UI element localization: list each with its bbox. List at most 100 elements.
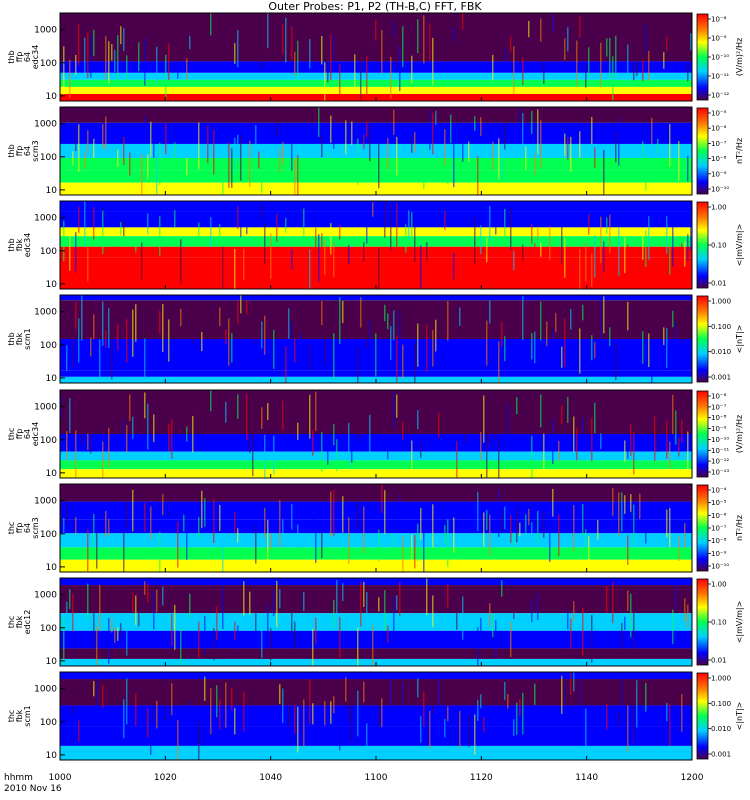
spectrogram-panel: 1000 100 10 thb ffp 64 scm3 10⁻⁵ 10⁻⁶ 10⁻⁷ 10⁻⁸ 10⁻… bbox=[7, 106, 744, 196]
spectrogram-band bbox=[60, 469, 692, 478]
x-tick-label: 1120 bbox=[470, 773, 493, 783]
streak bbox=[180, 239, 182, 284]
streak bbox=[447, 706, 449, 722]
streak bbox=[234, 621, 236, 641]
panel-label-line: 64 bbox=[23, 429, 32, 439]
streak bbox=[183, 514, 185, 532]
streak bbox=[144, 115, 146, 135]
streak bbox=[315, 530, 317, 563]
streak bbox=[621, 675, 623, 722]
streak bbox=[270, 19, 272, 38]
streak bbox=[579, 248, 581, 289]
streak bbox=[570, 672, 572, 695]
streak bbox=[609, 327, 611, 347]
streak bbox=[531, 223, 533, 244]
colorbar-tick-label: 10⁻¹³ bbox=[711, 469, 729, 477]
colorbar-tick-label: 10⁻⁸ bbox=[711, 414, 727, 422]
streak bbox=[111, 618, 113, 633]
streak bbox=[453, 517, 455, 553]
streak bbox=[159, 216, 161, 256]
streak bbox=[372, 624, 374, 666]
streak bbox=[342, 496, 344, 533]
colorbar-tick-label: 0.001 bbox=[711, 374, 731, 382]
streak bbox=[126, 625, 128, 656]
streak bbox=[198, 721, 200, 760]
streak bbox=[675, 410, 677, 445]
streak bbox=[570, 618, 572, 649]
streak bbox=[513, 46, 515, 95]
streak bbox=[93, 207, 95, 240]
y-tick-label: 1000 bbox=[34, 26, 57, 36]
spectrogram-band bbox=[60, 648, 692, 659]
streak bbox=[480, 617, 482, 640]
streak bbox=[165, 678, 167, 721]
streak bbox=[570, 308, 572, 330]
streak bbox=[606, 38, 608, 57]
streak bbox=[645, 683, 647, 712]
streak bbox=[150, 506, 152, 540]
streak bbox=[366, 121, 368, 137]
streak bbox=[132, 416, 134, 440]
streak bbox=[111, 334, 113, 380]
streak bbox=[444, 129, 446, 166]
x-tick-label: 1100 bbox=[365, 773, 388, 783]
streak bbox=[411, 212, 413, 239]
streak bbox=[192, 415, 194, 453]
streak bbox=[606, 586, 608, 613]
streak bbox=[432, 504, 434, 548]
streak bbox=[90, 337, 92, 357]
streak bbox=[390, 204, 392, 251]
streak bbox=[348, 702, 350, 723]
panel-label: thb ffp 64 scm3 bbox=[7, 140, 40, 161]
streak bbox=[684, 523, 686, 548]
streak bbox=[285, 346, 287, 383]
streak bbox=[297, 40, 299, 80]
streak bbox=[663, 327, 665, 346]
streak bbox=[228, 318, 230, 366]
streak bbox=[294, 51, 296, 76]
streak bbox=[468, 714, 470, 747]
streak bbox=[504, 681, 506, 701]
streak bbox=[156, 700, 158, 729]
streak bbox=[135, 693, 137, 726]
streak bbox=[444, 211, 446, 230]
streak bbox=[612, 581, 614, 624]
x-tick-label: 1000 bbox=[49, 773, 72, 783]
colorbar-tick-label: 0.010 bbox=[711, 348, 731, 356]
streak bbox=[636, 680, 638, 728]
spectrogram-band bbox=[60, 484, 692, 502]
streak bbox=[561, 405, 563, 425]
streak bbox=[333, 696, 335, 714]
streak bbox=[561, 675, 563, 714]
streak bbox=[189, 593, 191, 619]
streak bbox=[423, 145, 425, 190]
spectrogram-band bbox=[60, 72, 692, 80]
streak bbox=[297, 155, 299, 195]
streak bbox=[411, 440, 413, 478]
streak bbox=[396, 38, 398, 69]
streak bbox=[357, 497, 359, 530]
streak bbox=[144, 338, 146, 383]
figure-title: Outer Probes: P1, P2 (TH-B,C) FFT, FBK bbox=[268, 0, 482, 13]
streak bbox=[489, 205, 491, 242]
streak bbox=[486, 237, 488, 263]
streak bbox=[123, 137, 125, 165]
y-tick-label: 100 bbox=[40, 247, 57, 257]
streak bbox=[393, 595, 395, 639]
streak bbox=[612, 56, 614, 101]
streak bbox=[666, 36, 668, 51]
streak bbox=[90, 406, 92, 454]
spectrogram-band bbox=[60, 86, 692, 94]
streak bbox=[333, 34, 335, 62]
streak bbox=[639, 493, 641, 519]
streak bbox=[321, 135, 323, 158]
streak bbox=[228, 142, 230, 188]
streak bbox=[351, 695, 353, 742]
streak bbox=[672, 310, 674, 328]
streak bbox=[480, 694, 482, 709]
streak bbox=[132, 309, 134, 357]
streak bbox=[147, 403, 149, 450]
streak bbox=[414, 226, 416, 262]
streak bbox=[627, 535, 629, 565]
streak bbox=[87, 32, 89, 78]
